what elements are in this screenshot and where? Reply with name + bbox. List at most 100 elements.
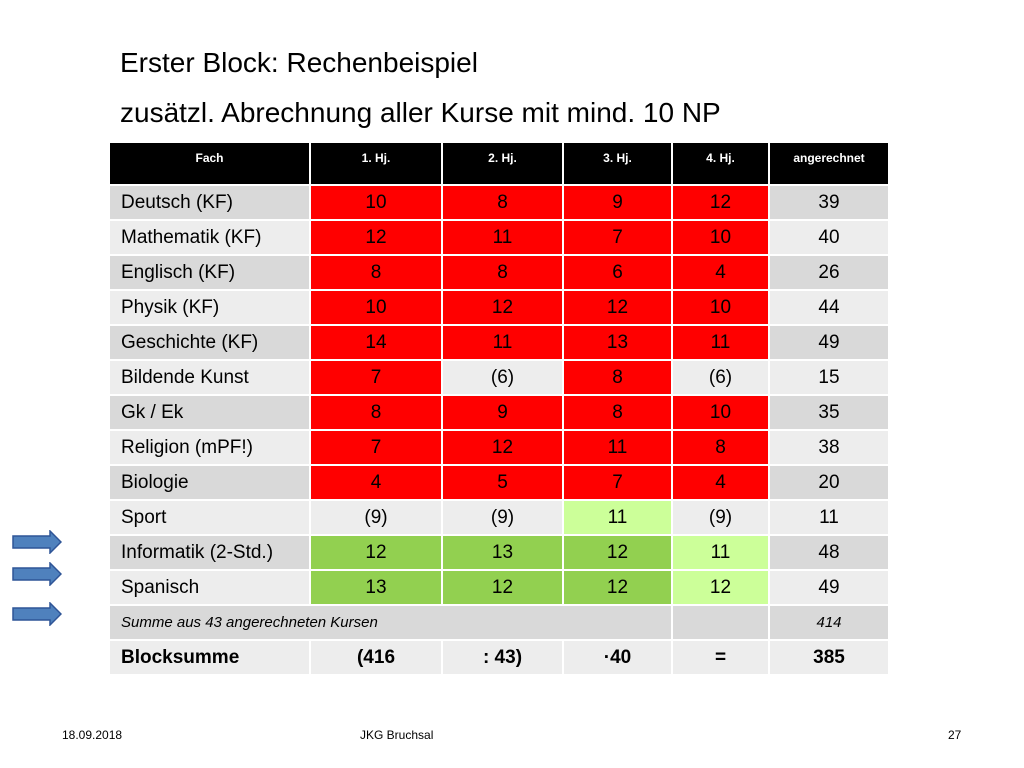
grade-cell-hj3: 12 [562, 569, 673, 606]
grade-cell-hj2: (6) [441, 359, 564, 396]
blocksumme-part3: ·40 [562, 639, 673, 676]
blocksumme-part1: (416 [309, 639, 443, 676]
subject-cell: Gk / Ek [108, 394, 311, 431]
grade-cell-hj1: 12 [309, 219, 443, 256]
grades-table: Fach 1. Hj. 2. Hj. 3. Hj. 4. Hj. angerec… [108, 141, 890, 676]
table-row: Deutsch (KF) 10 8 9 12 39 [108, 184, 890, 221]
grade-cell-hj3: 11 [562, 429, 673, 466]
grade-cell-hj2: 12 [441, 289, 564, 326]
total-cell: 48 [768, 534, 890, 571]
footer-date: 18.09.2018 [62, 728, 123, 742]
grade-cell-hj1: 14 [309, 324, 443, 361]
summary-row: Summe aus 43 angerechneten Kursen 414 [108, 604, 890, 641]
total-cell: 20 [768, 464, 890, 501]
grade-cell-hj3: 8 [562, 359, 673, 396]
blocksumme-row: Blocksumme (416 : 43) ·40 = 385 [108, 639, 890, 676]
grade-cell-hj2: 5 [441, 464, 564, 501]
table-row: Englisch (KF) 8 8 6 4 26 [108, 254, 890, 291]
subject-cell: Geschichte (KF) [108, 324, 311, 361]
arrow-right-icon [12, 562, 62, 586]
grade-cell-hj4: 10 [671, 289, 770, 326]
grade-cell-hj3: 7 [562, 464, 673, 501]
grade-cell-hj4: 11 [671, 324, 770, 361]
header-hj4: 4. Hj. [671, 141, 770, 186]
slide-subtitle: zusätzl. Abrechnung aller Kurse mit mind… [120, 97, 721, 128]
grade-cell-hj4: 11 [671, 534, 770, 571]
subject-cell: Deutsch (KF) [108, 184, 311, 221]
grade-cell-hj4: 12 [671, 569, 770, 606]
grade-cell-hj4: 8 [671, 429, 770, 466]
total-cell: 26 [768, 254, 890, 291]
total-cell: 40 [768, 219, 890, 256]
table-row: Informatik (2-Std.) 12 13 12 11 48 [108, 534, 890, 571]
grade-cell-hj4: 4 [671, 254, 770, 291]
subject-cell: Informatik (2-Std.) [108, 534, 311, 571]
grade-cell-hj1: (9) [309, 499, 443, 536]
grade-cell-hj1: 7 [309, 359, 443, 396]
footer-page: 27 [948, 728, 962, 742]
blocksumme-part4: = [671, 639, 770, 676]
grade-cell-hj3: 9 [562, 184, 673, 221]
grade-cell-hj2: 13 [441, 534, 564, 571]
total-cell: 49 [768, 569, 890, 606]
table-row: Spanisch 13 12 12 12 49 [108, 569, 890, 606]
total-cell: 35 [768, 394, 890, 431]
total-cell: 39 [768, 184, 890, 221]
arrow-right-icon [12, 602, 62, 626]
grade-cell-hj4: (6) [671, 359, 770, 396]
table-row: Mathematik (KF) 12 11 7 10 40 [108, 219, 890, 256]
slide-title: Erster Block: Rechenbeispiel [120, 47, 478, 78]
grade-cell-hj4: 4 [671, 464, 770, 501]
header-hj1: 1. Hj. [309, 141, 443, 186]
blocksumme-result: 385 [768, 639, 890, 676]
summary-empty [671, 604, 770, 641]
header-fach: Fach [108, 141, 311, 186]
grade-cell-hj2: (9) [441, 499, 564, 536]
subject-cell: Mathematik (KF) [108, 219, 311, 256]
total-cell: 15 [768, 359, 890, 396]
grade-cell-hj1: 10 [309, 289, 443, 326]
header-angerechnet: angerechnet [768, 141, 890, 186]
grade-cell-hj3: 12 [562, 534, 673, 571]
grade-cell-hj4: 12 [671, 184, 770, 221]
table-row: Physik (KF) 10 12 12 10 44 [108, 289, 890, 326]
grade-cell-hj4: 10 [671, 394, 770, 431]
grade-cell-hj4: 10 [671, 219, 770, 256]
total-cell: 49 [768, 324, 890, 361]
grade-cell-hj2: 12 [441, 569, 564, 606]
table-row: Geschichte (KF) 14 11 13 11 49 [108, 324, 890, 361]
subject-cell: Biologie [108, 464, 311, 501]
header-hj3: 3. Hj. [562, 141, 673, 186]
total-cell: 44 [768, 289, 890, 326]
grade-cell-hj2: 8 [441, 254, 564, 291]
arrow-right-icon [12, 530, 62, 554]
grade-cell-hj4: (9) [671, 499, 770, 536]
grade-cell-hj3: 13 [562, 324, 673, 361]
grade-cell-hj3: 12 [562, 289, 673, 326]
grade-cell-hj2: 8 [441, 184, 564, 221]
table-row: Gk / Ek 8 9 8 10 35 [108, 394, 890, 431]
footer-center: JKG Bruchsal [360, 728, 434, 742]
grade-cell-hj1: 4 [309, 464, 443, 501]
grade-cell-hj2: 11 [441, 219, 564, 256]
subject-cell: Bildende Kunst [108, 359, 311, 396]
subject-cell: Religion (mPF!) [108, 429, 311, 466]
grade-cell-hj1: 8 [309, 254, 443, 291]
grade-cell-hj3: 11 [562, 499, 673, 536]
blocksumme-part2: : 43) [441, 639, 564, 676]
table-row: Bildende Kunst 7 (6) 8 (6) 15 [108, 359, 890, 396]
grade-cell-hj1: 13 [309, 569, 443, 606]
subject-cell: Englisch (KF) [108, 254, 311, 291]
grade-cell-hj2: 12 [441, 429, 564, 466]
grade-cell-hj1: 8 [309, 394, 443, 431]
grade-cell-hj1: 7 [309, 429, 443, 466]
grade-cell-hj2: 11 [441, 324, 564, 361]
table-row: Sport (9) (9) 11 (9) 11 [108, 499, 890, 536]
table-row: Religion (mPF!) 7 12 11 8 38 [108, 429, 890, 466]
subject-cell: Sport [108, 499, 311, 536]
blocksumme-label: Blocksumme [108, 639, 311, 676]
table-row: Biologie 4 5 7 4 20 [108, 464, 890, 501]
subject-cell: Spanisch [108, 569, 311, 606]
total-cell: 38 [768, 429, 890, 466]
grade-cell-hj3: 7 [562, 219, 673, 256]
